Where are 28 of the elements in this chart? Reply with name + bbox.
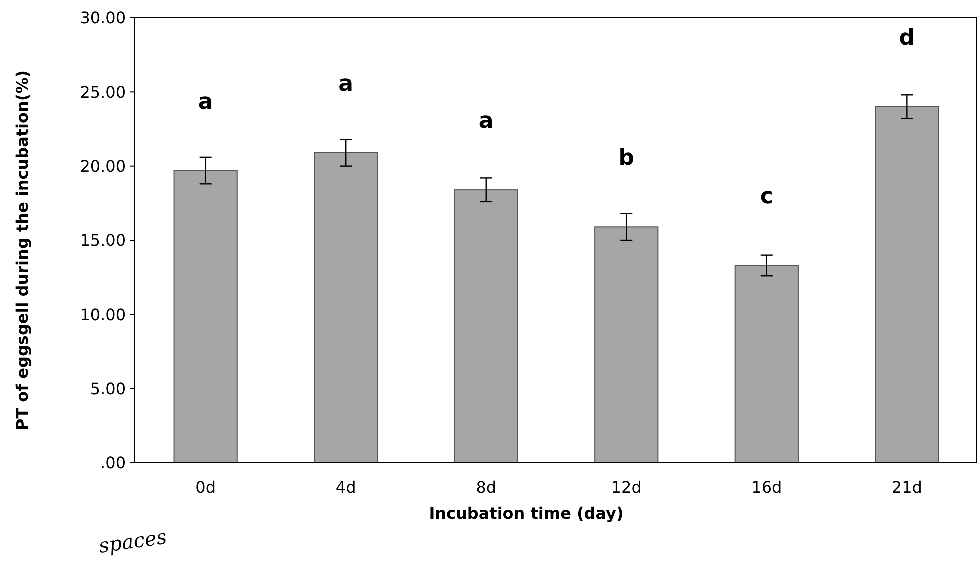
y-tick-label: .00 (100, 454, 126, 473)
bar (174, 170, 238, 464)
y-tick-label: 25.00 (80, 82, 126, 102)
bar (734, 265, 799, 464)
annotation: a (338, 72, 354, 97)
y-tick-label: 10.00 (80, 305, 126, 324)
annotation: a (478, 109, 494, 134)
x-tick-label: 4d (336, 478, 356, 497)
y-axis-title: PT of eggsgell during the incubation(%) (13, 70, 32, 431)
y-tick-label: 30.00 (80, 8, 126, 28)
y-tick-label: 15.00 (80, 231, 126, 250)
text: spaces (97, 524, 168, 558)
annotation: b (618, 146, 635, 172)
annotation: c (760, 184, 774, 210)
annotation: a (198, 90, 214, 115)
x-tick-label: 21d (892, 478, 922, 497)
bar (875, 106, 940, 464)
annotation: d (899, 26, 916, 51)
x-tick-label: 16d (752, 478, 782, 497)
y-tick-label: 5.00 (90, 379, 126, 398)
bar (594, 226, 659, 464)
x-tick-label: 0d (196, 478, 216, 497)
x-axis-title: Incubation time (day) (429, 504, 624, 523)
bar (314, 152, 378, 464)
bar (454, 190, 518, 464)
x-tick-label: 12d (611, 478, 642, 497)
x-tick-label: 8d (476, 478, 497, 497)
y-tick-label: 20.00 (80, 156, 126, 176)
